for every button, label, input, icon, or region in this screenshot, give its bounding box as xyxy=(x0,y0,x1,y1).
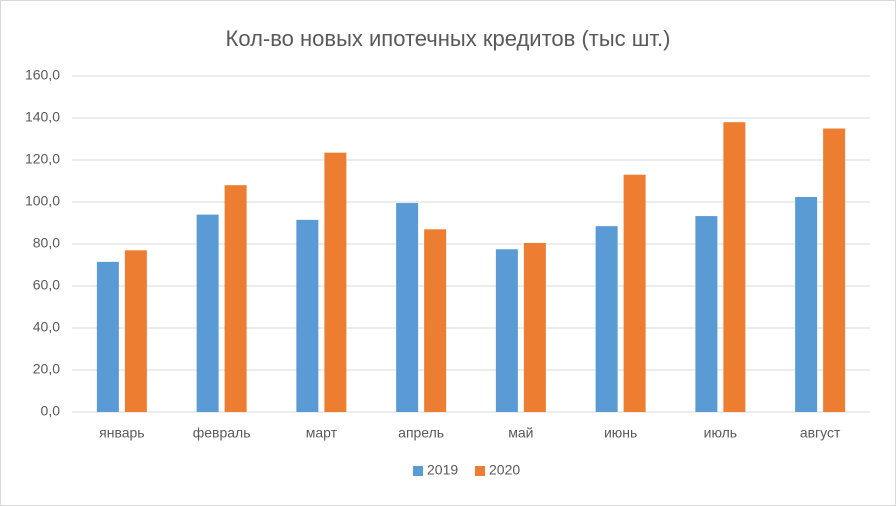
bar xyxy=(324,152,347,412)
bar xyxy=(124,250,147,412)
bar xyxy=(96,261,119,412)
y-tick-label: 160,0 xyxy=(25,67,60,83)
x-tick-label: июнь xyxy=(604,425,637,441)
x-tick-label: май xyxy=(508,425,533,441)
legend-label: 2020 xyxy=(489,462,520,478)
bar xyxy=(523,242,546,412)
bar xyxy=(623,174,646,412)
bar xyxy=(396,203,419,412)
y-tick-label: 80,0 xyxy=(33,235,60,251)
x-tick-label: август xyxy=(800,425,841,441)
bar xyxy=(296,219,319,412)
bar xyxy=(196,214,219,412)
y-tick-label: 40,0 xyxy=(33,319,60,335)
legend-swatch xyxy=(413,466,423,476)
y-tick-label: 0,0 xyxy=(41,403,61,419)
y-tick-label: 120,0 xyxy=(25,151,60,167)
y-tick-label: 20,0 xyxy=(33,361,60,377)
legend-label: 2019 xyxy=(427,462,458,478)
bar xyxy=(823,128,846,412)
chart-title: Кол-во новых ипотечных кредитов (тыс шт.… xyxy=(226,26,671,51)
bar xyxy=(795,196,818,412)
x-tick-label: июль xyxy=(704,425,737,441)
x-tick-label: март xyxy=(306,425,338,441)
bar xyxy=(723,122,746,412)
bar xyxy=(424,229,447,412)
y-tick-label: 100,0 xyxy=(25,193,60,209)
bar xyxy=(695,216,718,412)
bar xyxy=(595,226,618,412)
bar xyxy=(224,185,247,412)
legend-swatch xyxy=(475,466,485,476)
x-tick-label: январь xyxy=(99,425,144,441)
x-tick-label: апрель xyxy=(398,425,444,441)
x-tick-label: февраль xyxy=(193,425,251,441)
bar xyxy=(495,249,518,412)
y-tick-label: 60,0 xyxy=(33,277,60,293)
y-tick-label: 140,0 xyxy=(25,109,60,125)
